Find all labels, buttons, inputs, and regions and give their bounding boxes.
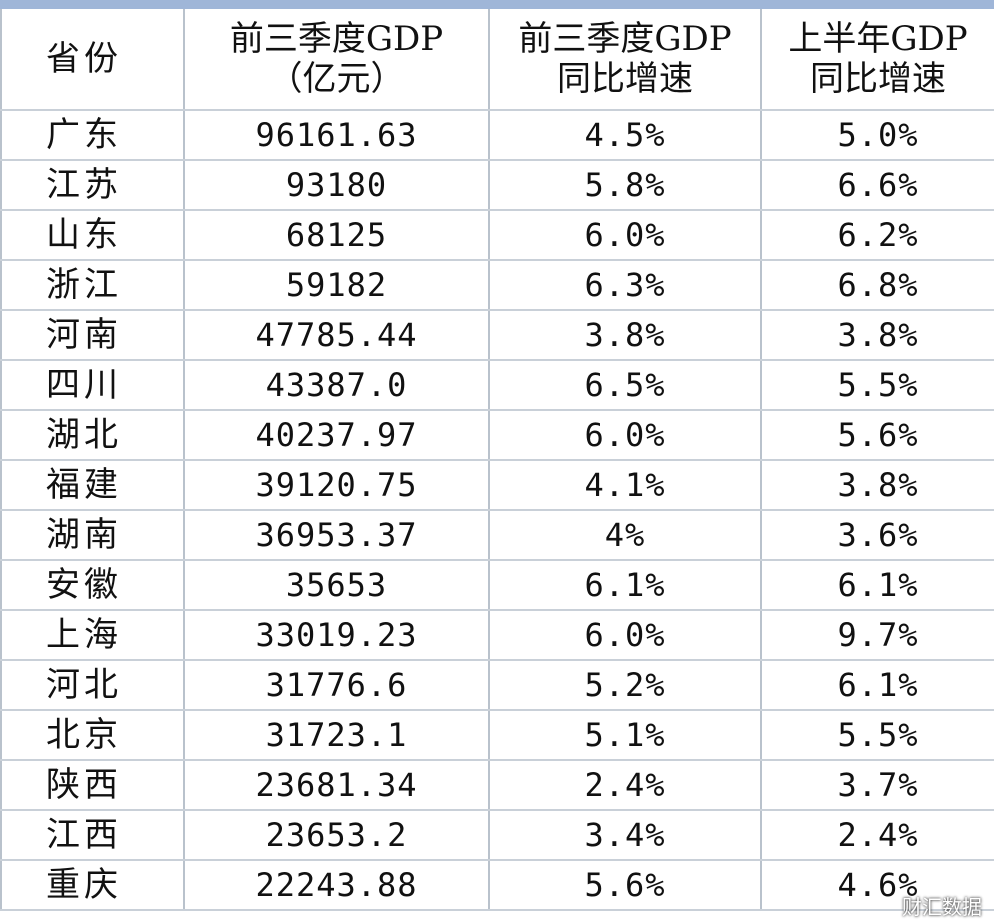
growth-q3-cell: 5.2%: [489, 660, 762, 711]
growth-h1-cell: 3.8%: [761, 460, 994, 511]
gdp-q3-cell: 23681.34: [184, 760, 490, 811]
growth-h1-cell: 5.5%: [761, 710, 994, 761]
growth-h1-cell: 3.8%: [761, 310, 994, 361]
province-cell: 四川: [0, 360, 185, 411]
gdp-q3-cell: 31776.6: [184, 660, 490, 711]
province-cell: 湖南: [0, 510, 185, 561]
gdp-table: 省份 前三季度GDP （亿元） 前三季度GDP 同比增速 上半年GDP 同比增速…: [0, 9, 994, 911]
province-cell: 山东: [0, 210, 185, 261]
table-row: 安徽 35653 6.1% 6.1%: [0, 560, 994, 611]
growth-q3-cell: 3.4%: [489, 810, 762, 861]
province-cell: 福建: [0, 460, 185, 511]
header-growth-h1-line1: 上半年GDP: [788, 19, 968, 59]
growth-q3-cell: 5.1%: [489, 710, 762, 761]
table-row: 湖南 36953.37 4% 3.6%: [0, 510, 994, 561]
growth-q3-cell: 5.6%: [489, 860, 762, 911]
growth-h1-cell: 6.1%: [761, 560, 994, 611]
growth-q3-cell: 6.0%: [489, 610, 762, 661]
table-row: 陕西 23681.34 2.4% 3.7%: [0, 760, 994, 811]
province-cell: 广东: [0, 110, 185, 161]
province-cell: 河南: [0, 310, 185, 361]
table-row: 浙江 59182 6.3% 6.8%: [0, 260, 994, 311]
table-row: 江西 23653.2 3.4% 2.4%: [0, 810, 994, 861]
table-row: 湖北 40237.97 6.0% 5.6%: [0, 410, 994, 461]
gdp-q3-cell: 59182: [184, 260, 490, 311]
growth-h1-cell: 4.6%: [761, 860, 994, 911]
growth-h1-cell: 5.5%: [761, 360, 994, 411]
gdp-q3-cell: 22243.88: [184, 860, 490, 911]
gdp-q3-cell: 31723.1: [184, 710, 490, 761]
growth-q3-cell: 6.0%: [489, 210, 762, 261]
growth-h1-cell: 5.0%: [761, 110, 994, 161]
growth-h1-cell: 6.1%: [761, 660, 994, 711]
growth-q3-cell: 6.1%: [489, 560, 762, 611]
province-cell: 上海: [0, 610, 185, 661]
growth-h1-cell: 6.6%: [761, 160, 994, 211]
gdp-q3-cell: 36953.37: [184, 510, 490, 561]
province-cell: 安徽: [0, 560, 185, 611]
growth-q3-cell: 4.5%: [489, 110, 762, 161]
table-row: 四川 43387.0 6.5% 5.5%: [0, 360, 994, 411]
growth-q3-cell: 4%: [489, 510, 762, 561]
province-cell: 重庆: [0, 860, 185, 911]
gdp-q3-cell: 23653.2: [184, 810, 490, 861]
gdp-q3-cell: 47785.44: [184, 310, 490, 361]
province-cell: 陕西: [0, 760, 185, 811]
growth-h1-cell: 5.6%: [761, 410, 994, 461]
table-row: 河北 31776.6 5.2% 6.1%: [0, 660, 994, 711]
growth-h1-cell: 6.8%: [761, 260, 994, 311]
table-row: 山东 68125 6.0% 6.2%: [0, 210, 994, 261]
table-header: 省份 前三季度GDP （亿元） 前三季度GDP 同比增速 上半年GDP 同比增速: [0, 9, 994, 111]
watermark: 财汇数据: [902, 895, 982, 919]
growth-q3-cell: 5.8%: [489, 160, 762, 211]
gdp-q3-cell: 40237.97: [184, 410, 490, 461]
header-gdp-q3: 前三季度GDP （亿元）: [184, 9, 490, 111]
growth-q3-cell: 4.1%: [489, 460, 762, 511]
table-row: 上海 33019.23 6.0% 9.7%: [0, 610, 994, 661]
table-row: 河南 47785.44 3.8% 3.8%: [0, 310, 994, 361]
growth-q3-cell: 3.8%: [489, 310, 762, 361]
header-growth-q3-line2: 同比增速: [557, 59, 693, 99]
header-province: 省份: [0, 9, 185, 111]
header-row: 省份 前三季度GDP （亿元） 前三季度GDP 同比增速 上半年GDP 同比增速: [0, 9, 994, 111]
table-row: 重庆 22243.88 5.6% 4.6%: [0, 860, 994, 911]
growth-h1-cell: 6.2%: [761, 210, 994, 261]
gdp-q3-cell: 35653: [184, 560, 490, 611]
growth-q3-cell: 6.3%: [489, 260, 762, 311]
province-cell: 河北: [0, 660, 185, 711]
growth-h1-cell: 2.4%: [761, 810, 994, 861]
growth-h1-cell: 9.7%: [761, 610, 994, 661]
gdp-q3-cell: 93180: [184, 160, 490, 211]
table-body: 广东 96161.63 4.5% 5.0% 江苏 93180 5.8% 6.6% 山东 68125…: [0, 110, 994, 911]
top-accent-bar: [0, 0, 994, 9]
province-cell: 江西: [0, 810, 185, 861]
growth-q3-cell: 2.4%: [489, 760, 762, 811]
table-row: 江苏 93180 5.8% 6.6%: [0, 160, 994, 211]
table-row: 北京 31723.1 5.1% 5.5%: [0, 710, 994, 761]
province-cell: 浙江: [0, 260, 185, 311]
province-cell: 江苏: [0, 160, 185, 211]
gdp-q3-cell: 96161.63: [184, 110, 490, 161]
gdp-q3-cell: 39120.75: [184, 460, 490, 511]
gdp-q3-cell: 68125: [184, 210, 490, 261]
gdp-q3-cell: 33019.23: [184, 610, 490, 661]
province-cell: 北京: [0, 710, 185, 761]
growth-h1-cell: 3.7%: [761, 760, 994, 811]
growth-h1-cell: 3.6%: [761, 510, 994, 561]
growth-q3-cell: 6.5%: [489, 360, 762, 411]
province-cell: 湖北: [0, 410, 185, 461]
header-growth-q3: 前三季度GDP 同比增速: [489, 9, 762, 111]
header-gdp-q3-line1: 前三季度GDP: [229, 19, 444, 59]
growth-q3-cell: 6.0%: [489, 410, 762, 461]
gdp-q3-cell: 43387.0: [184, 360, 490, 411]
header-growth-h1-line2: 同比增速: [810, 59, 946, 99]
header-growth-q3-line1: 前三季度GDP: [518, 19, 732, 59]
header-province-label: 省份: [46, 39, 122, 79]
header-growth-h1: 上半年GDP 同比增速: [761, 9, 994, 111]
header-gdp-q3-line2: （亿元）: [268, 59, 405, 99]
table-row: 广东 96161.63 4.5% 5.0%: [0, 110, 994, 161]
table-row: 福建 39120.75 4.1% 3.8%: [0, 460, 994, 511]
